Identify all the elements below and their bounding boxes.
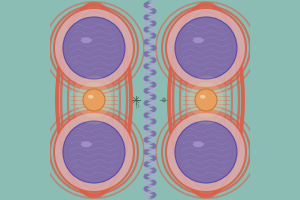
- Ellipse shape: [83, 89, 105, 111]
- Ellipse shape: [76, 82, 112, 118]
- Ellipse shape: [166, 112, 246, 192]
- Ellipse shape: [83, 89, 105, 111]
- Ellipse shape: [81, 37, 92, 43]
- Ellipse shape: [175, 121, 237, 183]
- Ellipse shape: [193, 141, 204, 147]
- Ellipse shape: [200, 95, 206, 99]
- Ellipse shape: [70, 76, 118, 124]
- Ellipse shape: [81, 141, 92, 147]
- Ellipse shape: [63, 121, 125, 183]
- Ellipse shape: [63, 17, 125, 79]
- Ellipse shape: [54, 8, 134, 88]
- Ellipse shape: [195, 89, 217, 111]
- Ellipse shape: [88, 95, 94, 99]
- Ellipse shape: [166, 8, 246, 88]
- Ellipse shape: [175, 17, 237, 79]
- Ellipse shape: [54, 112, 134, 192]
- Ellipse shape: [188, 82, 224, 118]
- Ellipse shape: [193, 37, 204, 43]
- Ellipse shape: [182, 76, 230, 124]
- Ellipse shape: [195, 89, 217, 111]
